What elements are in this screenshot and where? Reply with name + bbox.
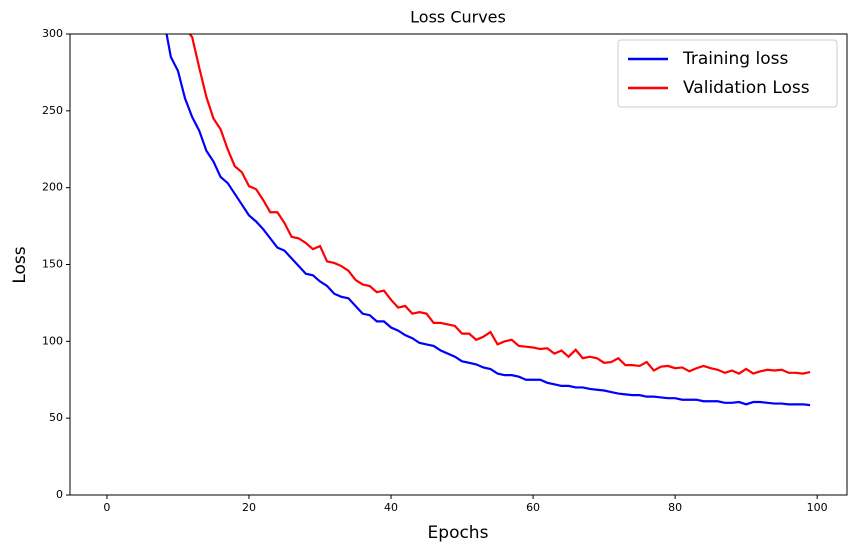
y-tick-label: 0 bbox=[56, 488, 63, 501]
x-tick-label: 100 bbox=[807, 501, 828, 514]
legend-label: Training loss bbox=[682, 49, 788, 69]
y-tick-label: 250 bbox=[42, 104, 63, 117]
x-tick-label: 20 bbox=[242, 501, 256, 514]
loss-line bbox=[188, 34, 811, 375]
x-tick-label: 80 bbox=[668, 501, 682, 514]
y-tick-label: 200 bbox=[42, 181, 63, 194]
loss-line bbox=[165, 34, 811, 407]
y-axis-label: Loss bbox=[10, 246, 30, 283]
plot-frame bbox=[69, 33, 848, 496]
y-tick-label: 50 bbox=[49, 411, 63, 424]
x-tick-label: 40 bbox=[384, 501, 398, 514]
y-tick-label: 150 bbox=[42, 258, 63, 271]
y-tick-label: 100 bbox=[42, 334, 63, 347]
chart-title: Loss Curves bbox=[410, 8, 506, 27]
y-tick-label: 300 bbox=[42, 27, 63, 40]
plot-area bbox=[165, 34, 811, 407]
x-tick-label: 0 bbox=[103, 501, 110, 514]
legend-box bbox=[617, 39, 838, 108]
legend-label: Validation Loss bbox=[683, 78, 810, 98]
x-tick-label: 60 bbox=[526, 501, 540, 514]
x-axis-label: Epochs bbox=[428, 523, 489, 543]
